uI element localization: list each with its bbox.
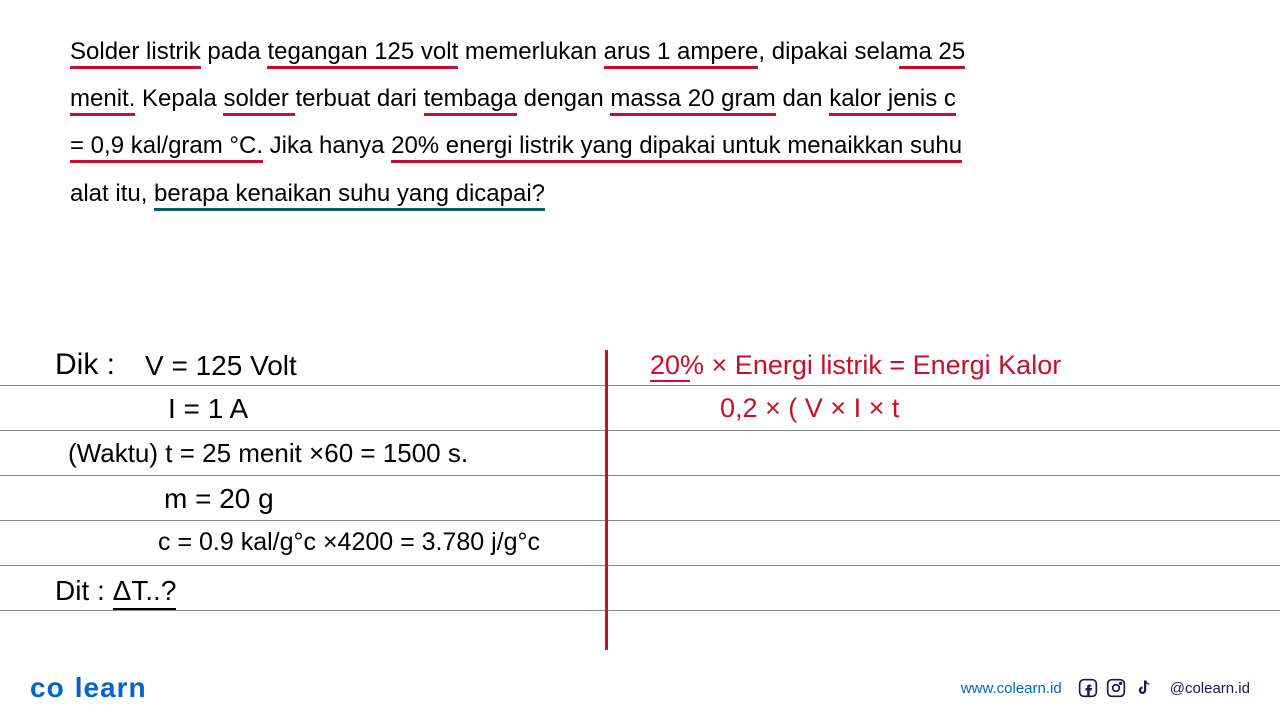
- dit-line: Dit : ΔT..?: [55, 575, 176, 607]
- work-area: Dik : V = 125 Volt I = 1 A (Waktu) t = 2…: [0, 330, 1280, 670]
- notebook-line: [0, 475, 1280, 476]
- notebook-line: [0, 385, 1280, 386]
- energy-equation-2: 0,2 × ( V × I × t: [720, 393, 899, 424]
- seg-menit: menit.: [70, 85, 135, 116]
- seg-solder2: solder: [223, 85, 295, 116]
- logo: colearn: [30, 672, 147, 704]
- problem-statement: Solder listrik pada tegangan 125 volt me…: [0, 0, 1280, 215]
- dik-label: Dik :: [55, 348, 115, 382]
- notebook-line: [0, 610, 1280, 611]
- problem-line-4: alat itu, berapa kenaikan suhu yang dica…: [70, 172, 1210, 215]
- seg-arus: arus 1 ampere: [604, 38, 759, 69]
- seg-tembaga: tembaga: [424, 85, 517, 116]
- c-line: c = 0.9 kal/g°c ×4200 = 3.780 j/g°c: [158, 528, 540, 557]
- seg-09: = 0,9 kal/gram °C.: [70, 132, 263, 163]
- seg-berapa: berapa kenaikan suhu yang dicapai?: [154, 180, 545, 211]
- seg-kalor: kalor jenis c: [829, 85, 956, 116]
- social-handle: @colearn.id: [1170, 680, 1250, 697]
- problem-line-1: Solder listrik pada tegangan 125 volt me…: [70, 30, 1210, 73]
- m-line: m = 20 g: [164, 483, 274, 515]
- i-line: I = 1 A: [168, 393, 248, 425]
- notebook-line: [0, 520, 1280, 521]
- seg-25: ma 25: [899, 38, 966, 69]
- energy-equation-1: 20% × Energi listrik = Energi Kalor: [650, 350, 1061, 381]
- tiktok-icon: [1133, 677, 1155, 699]
- social-icons: [1077, 677, 1155, 699]
- seg-20persen: 20% energi listrik yang dipakai untuk me…: [391, 132, 962, 163]
- footer-right: www.colearn.id @colearn.: [961, 677, 1250, 699]
- facebook-icon: [1077, 677, 1099, 699]
- v-line: V = 125 Volt: [145, 350, 297, 382]
- seg-solder: Solder listrik: [70, 38, 201, 69]
- seg-massa: massa 20 gram: [610, 85, 775, 116]
- instagram-icon: [1105, 677, 1127, 699]
- notebook-line: [0, 430, 1280, 431]
- underline-20: [650, 380, 690, 382]
- problem-line-2: menit. Kepala solder terbuat dari tembag…: [70, 77, 1210, 120]
- seg-tegangan: tegangan 125 volt: [267, 38, 458, 69]
- footer: colearn www.colearn.id: [0, 668, 1280, 708]
- website-url: www.colearn.id: [961, 680, 1062, 697]
- notebook-line: [0, 565, 1280, 566]
- vertical-divider: [605, 350, 608, 650]
- problem-line-3: = 0,9 kal/gram °C. Jika hanya 20% energi…: [70, 124, 1210, 167]
- t-line: (Waktu) t = 25 menit ×60 = 1500 s.: [68, 438, 468, 469]
